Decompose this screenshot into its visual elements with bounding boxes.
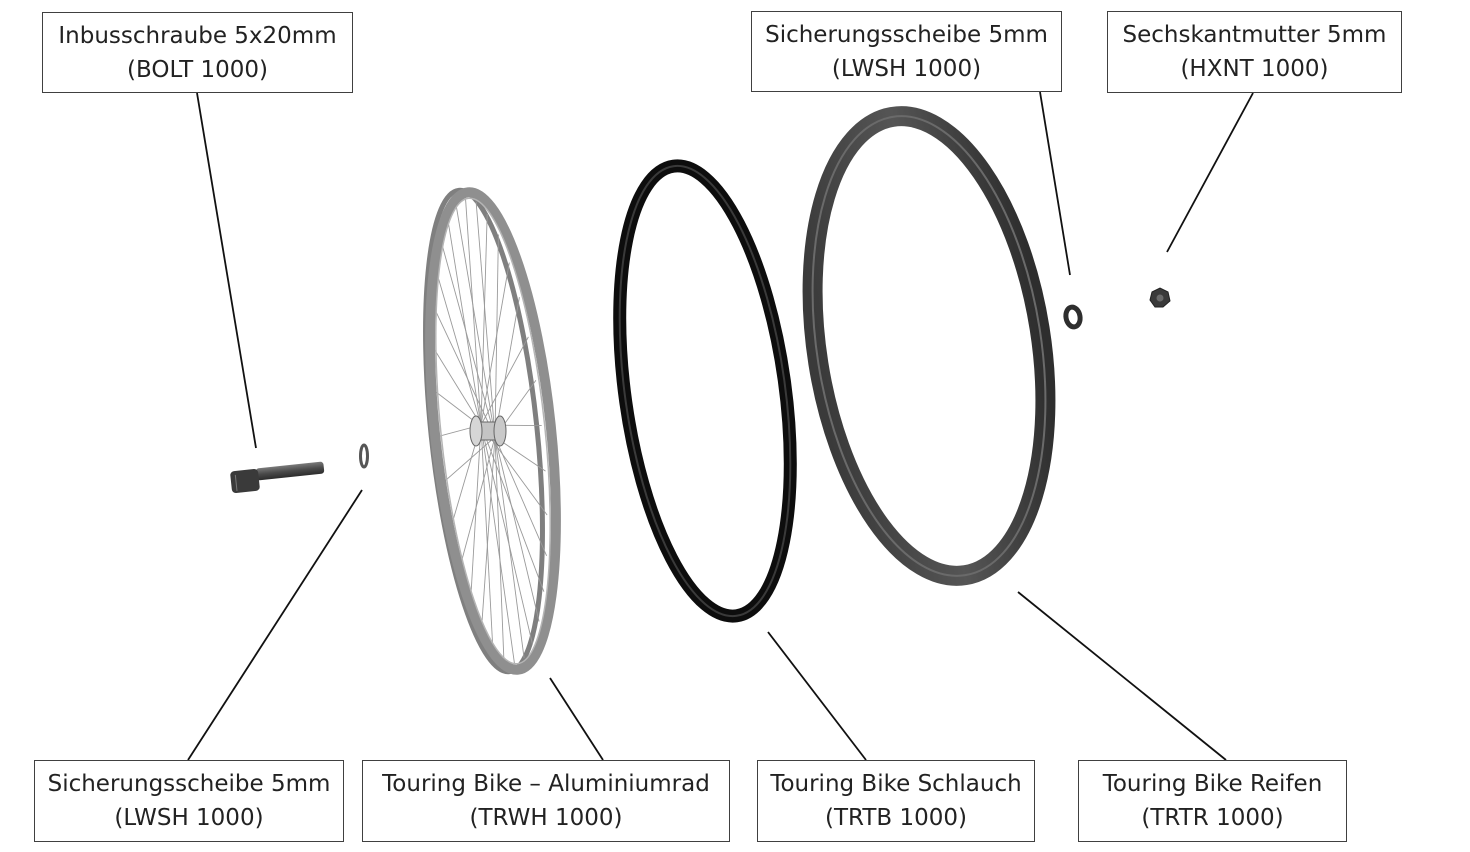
callout-aluminium-wheel: Touring Bike – Aluminiumrad (TRWH 1000) [362,760,730,842]
wheel-spoke [480,424,494,649]
leader-lines [187,91,1254,761]
wheel-spokes [432,198,548,664]
callout-hex-nut-code: (HXNT 1000) [1180,56,1329,82]
callout-bolt-code: (BOLT 1000) [127,56,268,83]
wheel-spoke [440,240,496,438]
leader-line-lwsh-bottom [187,489,363,761]
wheel-spoke [480,262,510,426]
wheel-spoke [447,218,482,426]
callout-lock-washer-bottom: Sicherungsscheibe 5mm (LWSH 1000) [34,760,344,842]
hex-nut-part [1149,287,1171,308]
callout-tire: Touring Bike Reifen (TRTR 1000) [1078,760,1347,842]
wheel-spoke [465,198,482,426]
wheel-spoke [432,346,482,426]
wheel-spoke [494,436,548,556]
wheel-spoke [494,297,520,438]
leader-line-bolt [196,92,257,449]
wheel-spoke [480,336,529,426]
tire-part [802,106,1056,586]
callout-lock-washer-bottom-code: (LWSH 1000) [114,805,264,831]
callout-lock-washer-top: Sicherungsscheibe 5mm (LWSH 1000) [751,11,1062,92]
wheel-spoke [443,436,496,483]
wheel-spoke [494,436,505,661]
leader-line-trtb [767,631,867,761]
callout-hex-nut-name: Sechskantmutter 5mm [1122,22,1387,48]
wheel-spoke [455,203,496,438]
callout-aluminium-wheel-code: (TRWH 1000) [469,805,623,831]
wheel-spoke [432,306,496,438]
wheel-spoke [435,270,482,426]
wheel-spoke [460,436,496,565]
callout-lock-washer-bottom-name: Sicherungsscheibe 5mm [47,771,331,797]
callout-lock-washer-top-name: Sicherungsscheibe 5mm [765,21,1048,48]
wheel-spoke [480,424,533,645]
callout-aluminium-wheel-name: Touring Bike – Aluminiumrad [382,771,710,797]
callout-inner-tube: Touring Bike Schlauch (TRTB 1000) [757,760,1035,842]
leader-line-hxnt [1166,92,1254,253]
wheel-spoke [481,436,496,628]
wheel-spoke [494,436,540,622]
callout-bolt: Inbusschraube 5x20mm (BOLT 1000) [42,12,353,93]
wheel-spoke [494,436,525,659]
aluminium-wheel-part [423,187,561,675]
leader-line-lwsh-top [1039,91,1071,276]
callout-lock-washer-top-code: (LWSH 1000) [831,55,982,82]
lock-washer-right-part [1063,304,1083,330]
callout-inner-tube-code: (TRTB 1000) [825,805,967,831]
inner-tube-part [613,159,797,623]
callout-inner-tube-name: Touring Bike Schlauch [770,771,1022,797]
callout-tire-name: Touring Bike Reifen [1102,771,1323,797]
wheel-spoke [475,201,496,438]
leader-line-trwh [549,677,604,761]
wheel-spoke [480,213,488,426]
lock-washer-left-part [359,443,369,469]
wheel-spoke [480,424,515,664]
callout-tire-code: (TRTR 1000) [1141,805,1284,831]
leader-line-trtr [1017,591,1227,761]
callout-hex-nut: Sechskantmutter 5mm (HXNT 1000) [1107,11,1402,93]
callout-bolt-name: Inbusschraube 5x20mm [58,22,337,49]
bolt-part [230,461,325,494]
wheel-spoke [470,424,482,600]
